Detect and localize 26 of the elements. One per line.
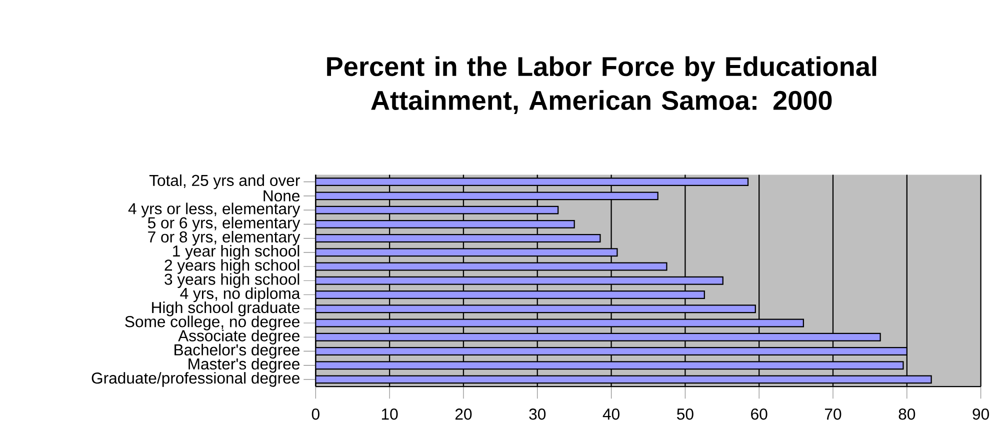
x-tick-label: 0: [312, 408, 320, 420]
x-tick-label: 10: [382, 408, 398, 420]
x-tick-label: 70: [825, 408, 842, 420]
x-tick-label: 80: [898, 408, 916, 420]
y-tick-label: None: [264, 190, 300, 202]
x-tick-label: 50: [677, 408, 694, 420]
y-tick-label: Associate degree: [178, 330, 300, 344]
y-tick-label: 4 yrs, no diploma: [180, 287, 300, 302]
y-tick-label: Bachelor's degree: [174, 344, 300, 359]
y-tick-label: 2 years high school: [164, 259, 300, 274]
y-tick-label: 3 years high school: [164, 273, 300, 288]
y-tick-label: High school graduate: [152, 301, 300, 316]
x-tick-label: 30: [529, 408, 546, 420]
y-tick-label: Some college, no degree: [125, 316, 300, 330]
x-tick-label: 60: [751, 408, 768, 420]
x-tick-label: 20: [455, 408, 472, 420]
y-tick-label: Master's degree: [188, 358, 300, 373]
y-tick-label: Graduate/professional degree: [92, 372, 300, 387]
y-tick-label: 4 yrs or less, elementary: [128, 202, 300, 218]
x-tick-label: 40: [602, 408, 620, 420]
y-tick-label: 1 year high school: [173, 244, 300, 260]
y-tick-label: 7 or 8 yrs, elementary: [148, 230, 300, 246]
y-tick-label: 5 or 6 yrs, elementary: [148, 216, 300, 232]
x-tick-label: 90: [972, 408, 989, 420]
y-tick-label: Total, 25 yrs and over: [149, 174, 300, 190]
chart-title: Percent in the Labor Force by Educational Attainment, American Samoa: 2000: [327, 56, 876, 114]
